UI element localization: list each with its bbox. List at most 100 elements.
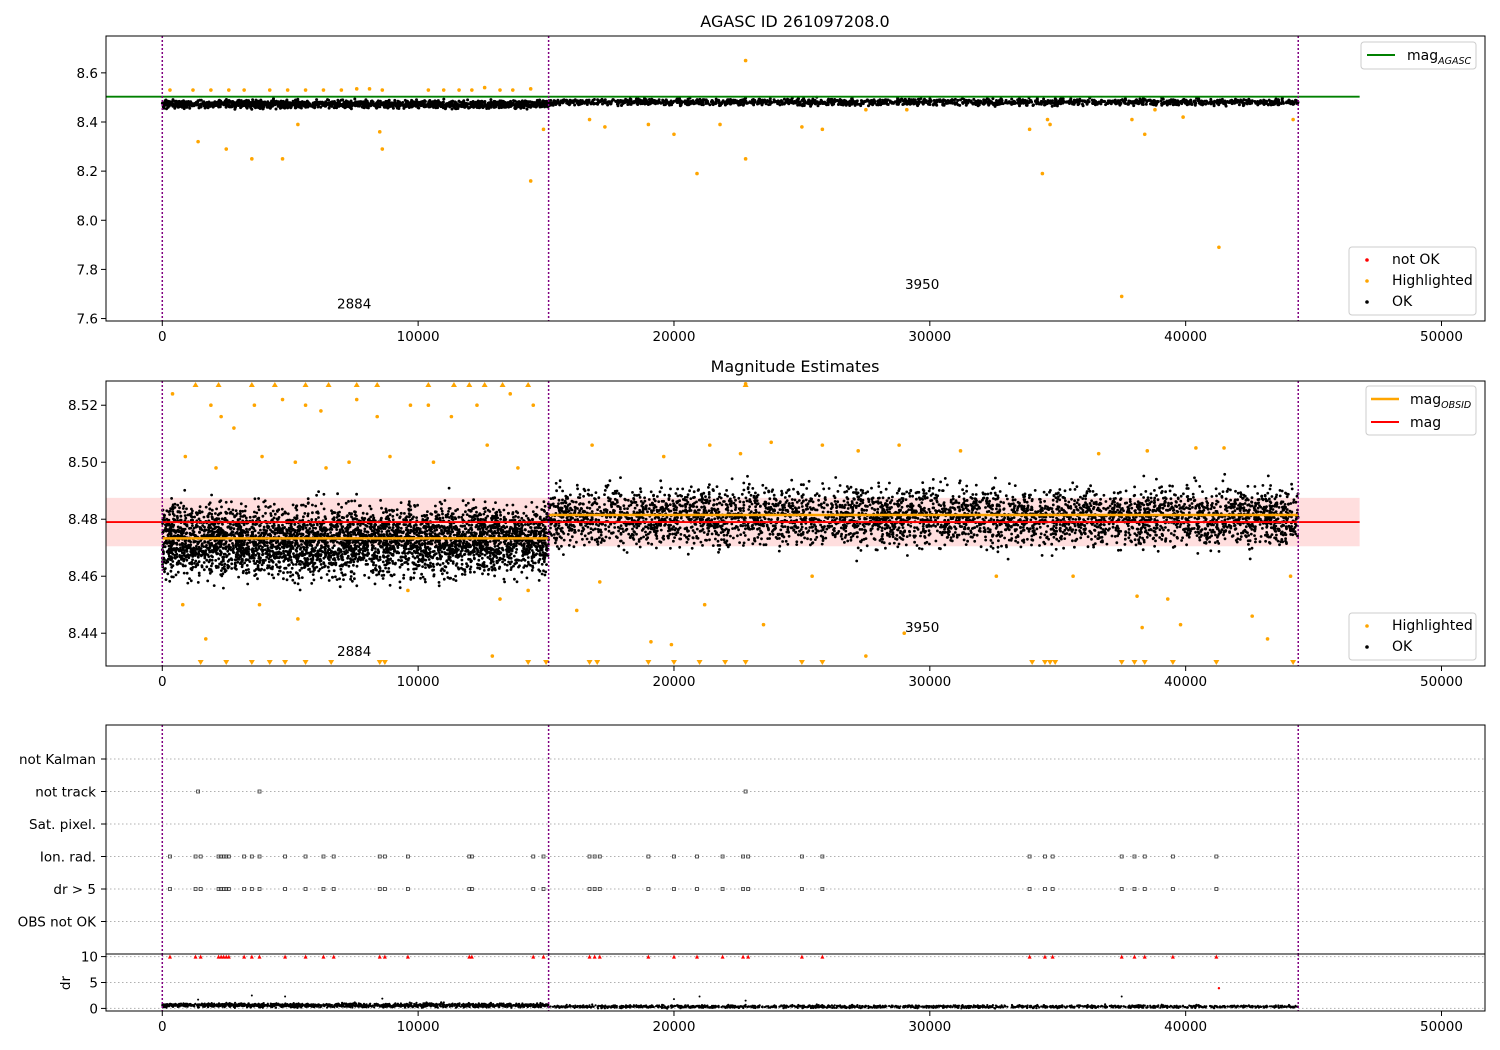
ok-point: [752, 101, 756, 105]
ok-point: [1100, 98, 1103, 102]
ok-point: [374, 564, 378, 567]
ok-point: [1237, 103, 1241, 107]
highlighted-point: [296, 122, 300, 127]
ok-point: [227, 103, 231, 107]
ok-point: [184, 516, 188, 520]
ok-point: [810, 102, 814, 106]
ok-point: [578, 102, 582, 106]
ok-point: [371, 571, 375, 574]
ok-point: [217, 99, 221, 103]
ok-point: [460, 558, 464, 562]
ok-point: [197, 560, 201, 564]
ok-point: [305, 102, 308, 106]
ok-point: [415, 98, 418, 102]
ok-point: [295, 514, 299, 518]
ok-point: [239, 509, 242, 513]
ok-point: [229, 522, 232, 526]
ok-point: [441, 516, 445, 520]
highlighted-point: [227, 88, 231, 92]
ok-point: [254, 562, 258, 565]
ok-point: [465, 565, 469, 569]
ok-point: [416, 503, 419, 507]
y-tick-label: 7.6: [77, 312, 98, 328]
legend-ok-label: OK: [1392, 294, 1413, 310]
ok-point: [181, 103, 185, 107]
ok-point: [489, 98, 493, 102]
ok-point: [407, 500, 411, 504]
highlighted-point: [1153, 107, 1157, 112]
ok-point: [419, 103, 423, 107]
ok-point: [514, 106, 518, 110]
ok-point: [463, 573, 467, 576]
highlighted-point: [800, 125, 804, 129]
ok-point: [942, 102, 946, 106]
ok-point: [268, 104, 272, 107]
ok-point: [764, 100, 768, 104]
highlighted-marker: [1365, 279, 1369, 283]
ok-point: [202, 561, 206, 564]
ok-point: [351, 102, 355, 106]
ok-point: [399, 501, 403, 504]
ok-point: [1204, 99, 1208, 103]
ok-point: [166, 572, 170, 576]
agasc-panel-title: AGASC ID 261097208.0: [700, 12, 889, 31]
ok-point: [384, 566, 387, 570]
ok-point: [382, 511, 385, 514]
ok-point: [1105, 101, 1109, 105]
ok-point: [242, 554, 246, 558]
ok-point: [518, 542, 521, 546]
ok-point: [220, 574, 224, 578]
ok-point: [211, 105, 215, 109]
ok-point: [850, 101, 854, 105]
ok-point: [437, 581, 441, 584]
ok-point: [1258, 99, 1262, 103]
ok-point: [670, 103, 674, 107]
ok-point: [679, 99, 683, 103]
ok-point: [1166, 100, 1170, 104]
ok-point: [189, 100, 193, 104]
ok-point: [363, 527, 367, 531]
ok-point: [206, 579, 210, 583]
ok-point: [876, 102, 880, 106]
ok-point: [512, 99, 515, 103]
ok-point: [202, 515, 206, 519]
ok-point: [392, 102, 396, 106]
ok-point: [437, 100, 441, 104]
ok-point: [183, 510, 187, 514]
ok-point: [639, 101, 643, 105]
ok-point: [600, 97, 604, 101]
ok-point: [1200, 99, 1203, 103]
ok-point: [476, 101, 480, 105]
ok-point: [482, 512, 486, 516]
ok-point: [520, 105, 524, 109]
ok-point: [368, 103, 372, 107]
ok-point: [429, 104, 433, 108]
ok-point: [1253, 100, 1257, 104]
ok-point: [339, 104, 343, 108]
ok-point: [461, 513, 465, 517]
ok-point: [1025, 99, 1029, 103]
highlighted-point: [1119, 294, 1124, 299]
ok-point: [466, 98, 470, 102]
ok-point: [860, 101, 864, 105]
ok-point: [1149, 102, 1152, 106]
ok-point: [188, 106, 192, 110]
ok-point: [255, 511, 259, 515]
ok-point: [540, 572, 544, 576]
ok-point: [524, 505, 528, 509]
ok-point: [1262, 103, 1266, 106]
ok-point: [370, 559, 374, 563]
ok-point: [454, 564, 458, 567]
ok-point: [188, 577, 191, 580]
ok-point: [1156, 100, 1160, 104]
ok-point: [170, 497, 174, 500]
ok-point: [1065, 100, 1069, 104]
ok-point: [1165, 103, 1169, 107]
ok-point: [804, 101, 807, 105]
ok-point: [835, 98, 839, 102]
ok-point: [679, 103, 683, 107]
highlighted-point: [1048, 122, 1052, 127]
ok-point: [236, 99, 240, 103]
ok-point: [1197, 101, 1201, 105]
ok-point: [609, 102, 613, 105]
